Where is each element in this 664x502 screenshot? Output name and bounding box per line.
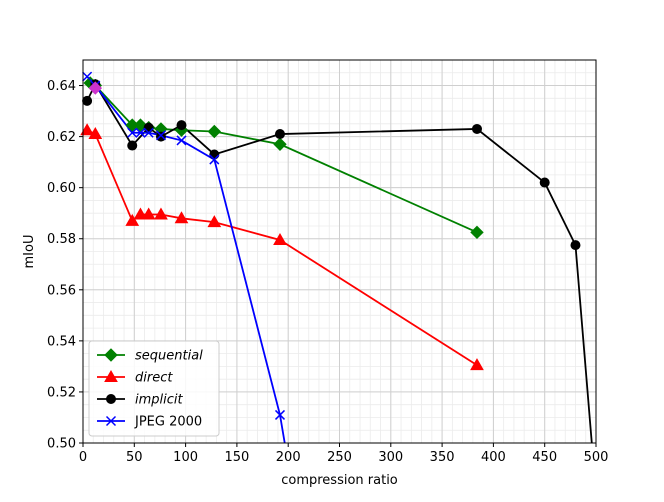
- data-point-implicit: [209, 149, 220, 160]
- data-point-jpeg-2000: [82, 71, 93, 82]
- data-point-implicit: [127, 140, 138, 151]
- data-point-direct: [88, 127, 103, 140]
- data-point-direct: [154, 207, 168, 220]
- data-point-direct: [174, 211, 189, 224]
- legend-marker-sequential: [104, 348, 118, 362]
- data-point-direct: [80, 123, 94, 136]
- legend-label-sequential: sequential: [135, 349, 203, 364]
- y-tick-label: 0.50: [47, 437, 76, 452]
- data-point-implicit: [471, 123, 482, 134]
- data-point-jpeg-2000: [274, 409, 286, 420]
- y-tick-label: 0.60: [47, 181, 76, 196]
- x-tick-label: 200: [276, 450, 301, 465]
- x-tick-label: 450: [532, 450, 557, 465]
- x-tick-label: 300: [378, 450, 403, 465]
- data-point-implicit: [570, 240, 581, 251]
- y-axis-title: mIoU: [22, 235, 37, 269]
- y-tick-label: 0.62: [47, 130, 76, 145]
- data-point-jpeg-2000: [127, 127, 138, 138]
- data-point-direct: [273, 233, 287, 246]
- data-point-jpeg-2000-stroke: [135, 127, 146, 138]
- data-point-jpeg-2000-stroke: [176, 135, 187, 146]
- y-tick-label: 0.52: [47, 385, 76, 400]
- x-tick-label: 50: [126, 450, 143, 465]
- data-point-implicit: [82, 95, 93, 106]
- data-point-implicit: [155, 131, 166, 142]
- legend-marker-direct: [104, 369, 118, 382]
- data-point-implicit: [176, 120, 187, 131]
- data-point-jpeg-2000-stroke: [155, 130, 167, 141]
- legend-marker-implicit: [106, 394, 116, 404]
- x-tick-label: 400: [481, 450, 506, 465]
- data-point-direct: [141, 207, 156, 220]
- data-point-jpeg-2000-stroke: [127, 127, 138, 138]
- data-point-direct: [470, 358, 484, 371]
- grid: [82, 59, 597, 444]
- ticks: 0 50 100 150 200 250 300 350 400 450 500 0.50 0.52 0.…: [47, 79, 608, 465]
- data-point-direct: [207, 215, 222, 228]
- data-point-jpeg-2000: [209, 154, 220, 165]
- x-axis-title: compression ratio: [281, 473, 398, 488]
- data-point-jpeg-2000: [135, 127, 146, 138]
- highlight-point: [88, 81, 103, 95]
- data-point-jpeg-2000-stroke: [274, 409, 286, 420]
- data-point-jpeg-2000-stroke: [143, 127, 154, 138]
- y-tick-label: 0.64: [47, 79, 76, 94]
- data-point-sequential: [207, 124, 222, 139]
- data-point-jpeg-2000-stroke: [82, 71, 93, 82]
- marker-layer: [80, 71, 581, 420]
- x-tick-label: 100: [173, 450, 198, 465]
- data-point-implicit: [539, 177, 550, 188]
- y-tick-label: 0.54: [47, 334, 76, 349]
- legend-label-jpeg-2000: JPEG 2000: [134, 415, 202, 430]
- data-point-jpeg-2000-stroke: [209, 154, 220, 165]
- series-line-jpeg-2000: [86, 75, 286, 443]
- data-point-implicit: [143, 122, 154, 133]
- x-tick-label: 250: [327, 450, 352, 465]
- legend-marker-jpeg-2000-stroke: [105, 415, 117, 427]
- series-line-direct: [86, 129, 478, 366]
- legend-box: [88, 340, 220, 437]
- x-tick-label: 500: [584, 450, 609, 465]
- y-tick-label: 0.58: [47, 232, 76, 247]
- legend-label-implicit: implicit: [135, 393, 184, 408]
- data-point-jpeg-2000: [143, 127, 154, 138]
- data-point-sequential: [470, 225, 484, 240]
- legend-label-direct: direct: [135, 371, 173, 386]
- data-point-jpeg-2000: [176, 135, 187, 146]
- data-point-direct: [125, 213, 140, 226]
- x-tick-label: 150: [224, 450, 249, 465]
- legend-marker-jpeg-2000: [105, 415, 117, 427]
- series-line-sequential: [89, 82, 478, 234]
- y-tick-label: 0.56: [47, 283, 76, 298]
- legend: sequential direct implicit JPEG 2000: [88, 340, 220, 437]
- data-point-direct: [133, 207, 148, 220]
- series-layer: [86, 75, 593, 443]
- data-point-implicit: [274, 129, 285, 140]
- x-tick-label: 0: [79, 450, 87, 465]
- data-point-jpeg-2000: [155, 130, 167, 141]
- series-line-implicit: [86, 82, 593, 443]
- data-point-sequential: [273, 137, 287, 151]
- x-tick-label: 350: [430, 450, 455, 465]
